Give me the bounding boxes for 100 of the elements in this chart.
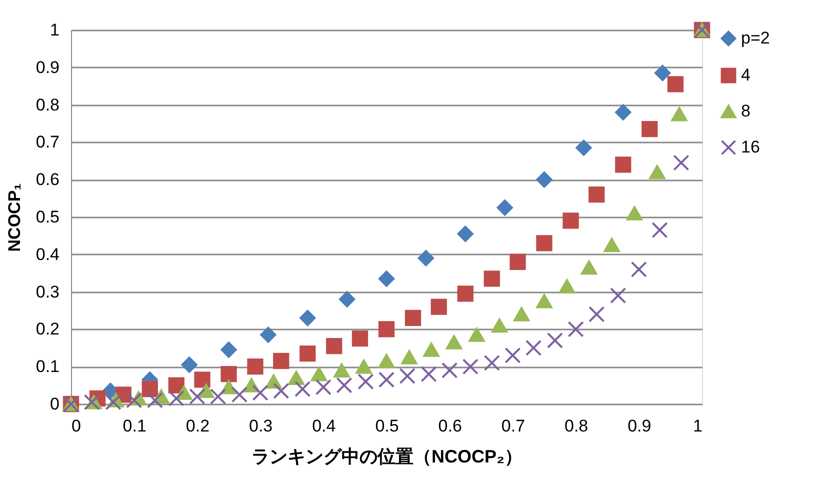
point [504,347,521,364]
point [536,172,552,188]
point [457,286,474,302]
point [168,377,184,394]
point [146,392,163,408]
point [588,186,605,203]
point [418,250,434,266]
point [462,358,478,375]
x-tick-label: 0.2 [186,416,210,436]
point [294,380,311,398]
legend-label: 4 [741,66,750,84]
point [468,328,485,342]
point [576,140,592,156]
point [615,156,632,173]
point [430,298,447,315]
point [654,64,671,82]
point [336,377,352,394]
point [446,335,462,350]
point [404,310,422,326]
point [300,345,316,362]
legend-label: 8 [741,102,750,120]
point [358,373,374,390]
x-tick-label: 1 [693,416,702,436]
point [210,388,226,405]
point [626,206,643,220]
x-tick-label: 0.1 [122,416,146,436]
y-tick-label: 1 [50,20,60,40]
x-tick-label: 0.4 [312,416,336,436]
point [352,330,368,347]
point [220,342,237,358]
point [604,238,620,252]
point [252,384,268,401]
point [525,340,542,356]
point [401,350,418,364]
y-axis-title: NCOCP₁ [4,183,24,252]
x-tick-label: 0.8 [564,416,588,436]
y-tick-label: 0.7 [36,132,60,152]
y-tick-label: 0.1 [36,357,60,376]
legend-label: 16 [741,138,760,156]
point [484,270,500,287]
point [189,388,206,405]
y-tick-label: 0.5 [36,208,60,226]
x-axis-title: ランキング中の位置（NCOCP₂） [251,446,523,466]
point [510,254,526,270]
y-tick-label: 0.4 [36,244,60,264]
point [326,338,342,354]
point [194,372,210,388]
point [142,380,158,398]
point [260,326,276,343]
point [378,321,395,338]
point [536,235,552,252]
legend-label: p=2 [741,28,770,48]
point [338,291,356,308]
point [588,306,605,322]
point [273,352,290,370]
point [673,154,690,171]
point [496,200,513,216]
point [558,279,576,294]
point [615,104,632,120]
point [247,358,264,375]
point [546,332,564,348]
point [288,370,304,385]
x-tick-label: 0 [72,416,81,436]
point [568,321,584,338]
y-tick-label: 0.6 [36,170,60,190]
point [399,368,416,384]
point [649,164,666,180]
point [442,362,458,378]
point [484,354,500,371]
point [378,270,395,287]
point [667,76,684,92]
x-tick-label: 0.5 [375,416,399,436]
point [491,318,508,333]
point [356,359,372,374]
point [513,307,530,322]
point [630,261,647,278]
y-tick-label: 0 [50,394,60,414]
point [536,294,552,308]
point [423,342,440,357]
point [273,382,290,399]
y-tick-label: 0.8 [36,95,60,114]
point [300,310,316,326]
point [168,390,184,406]
y-tick-label: 0.9 [36,58,60,77]
point [642,121,658,138]
x-tick-label: 0.3 [248,416,273,436]
point [126,392,142,408]
point [181,356,198,373]
point [580,260,598,275]
point [310,366,328,382]
point [231,386,248,403]
point [334,363,350,378]
point [378,354,395,368]
point [378,372,395,388]
point [105,394,122,410]
point [652,222,668,238]
point [457,226,474,242]
y-tick-label: 0.2 [36,320,60,339]
point [198,384,214,398]
x-tick-label: 0.6 [438,416,462,436]
